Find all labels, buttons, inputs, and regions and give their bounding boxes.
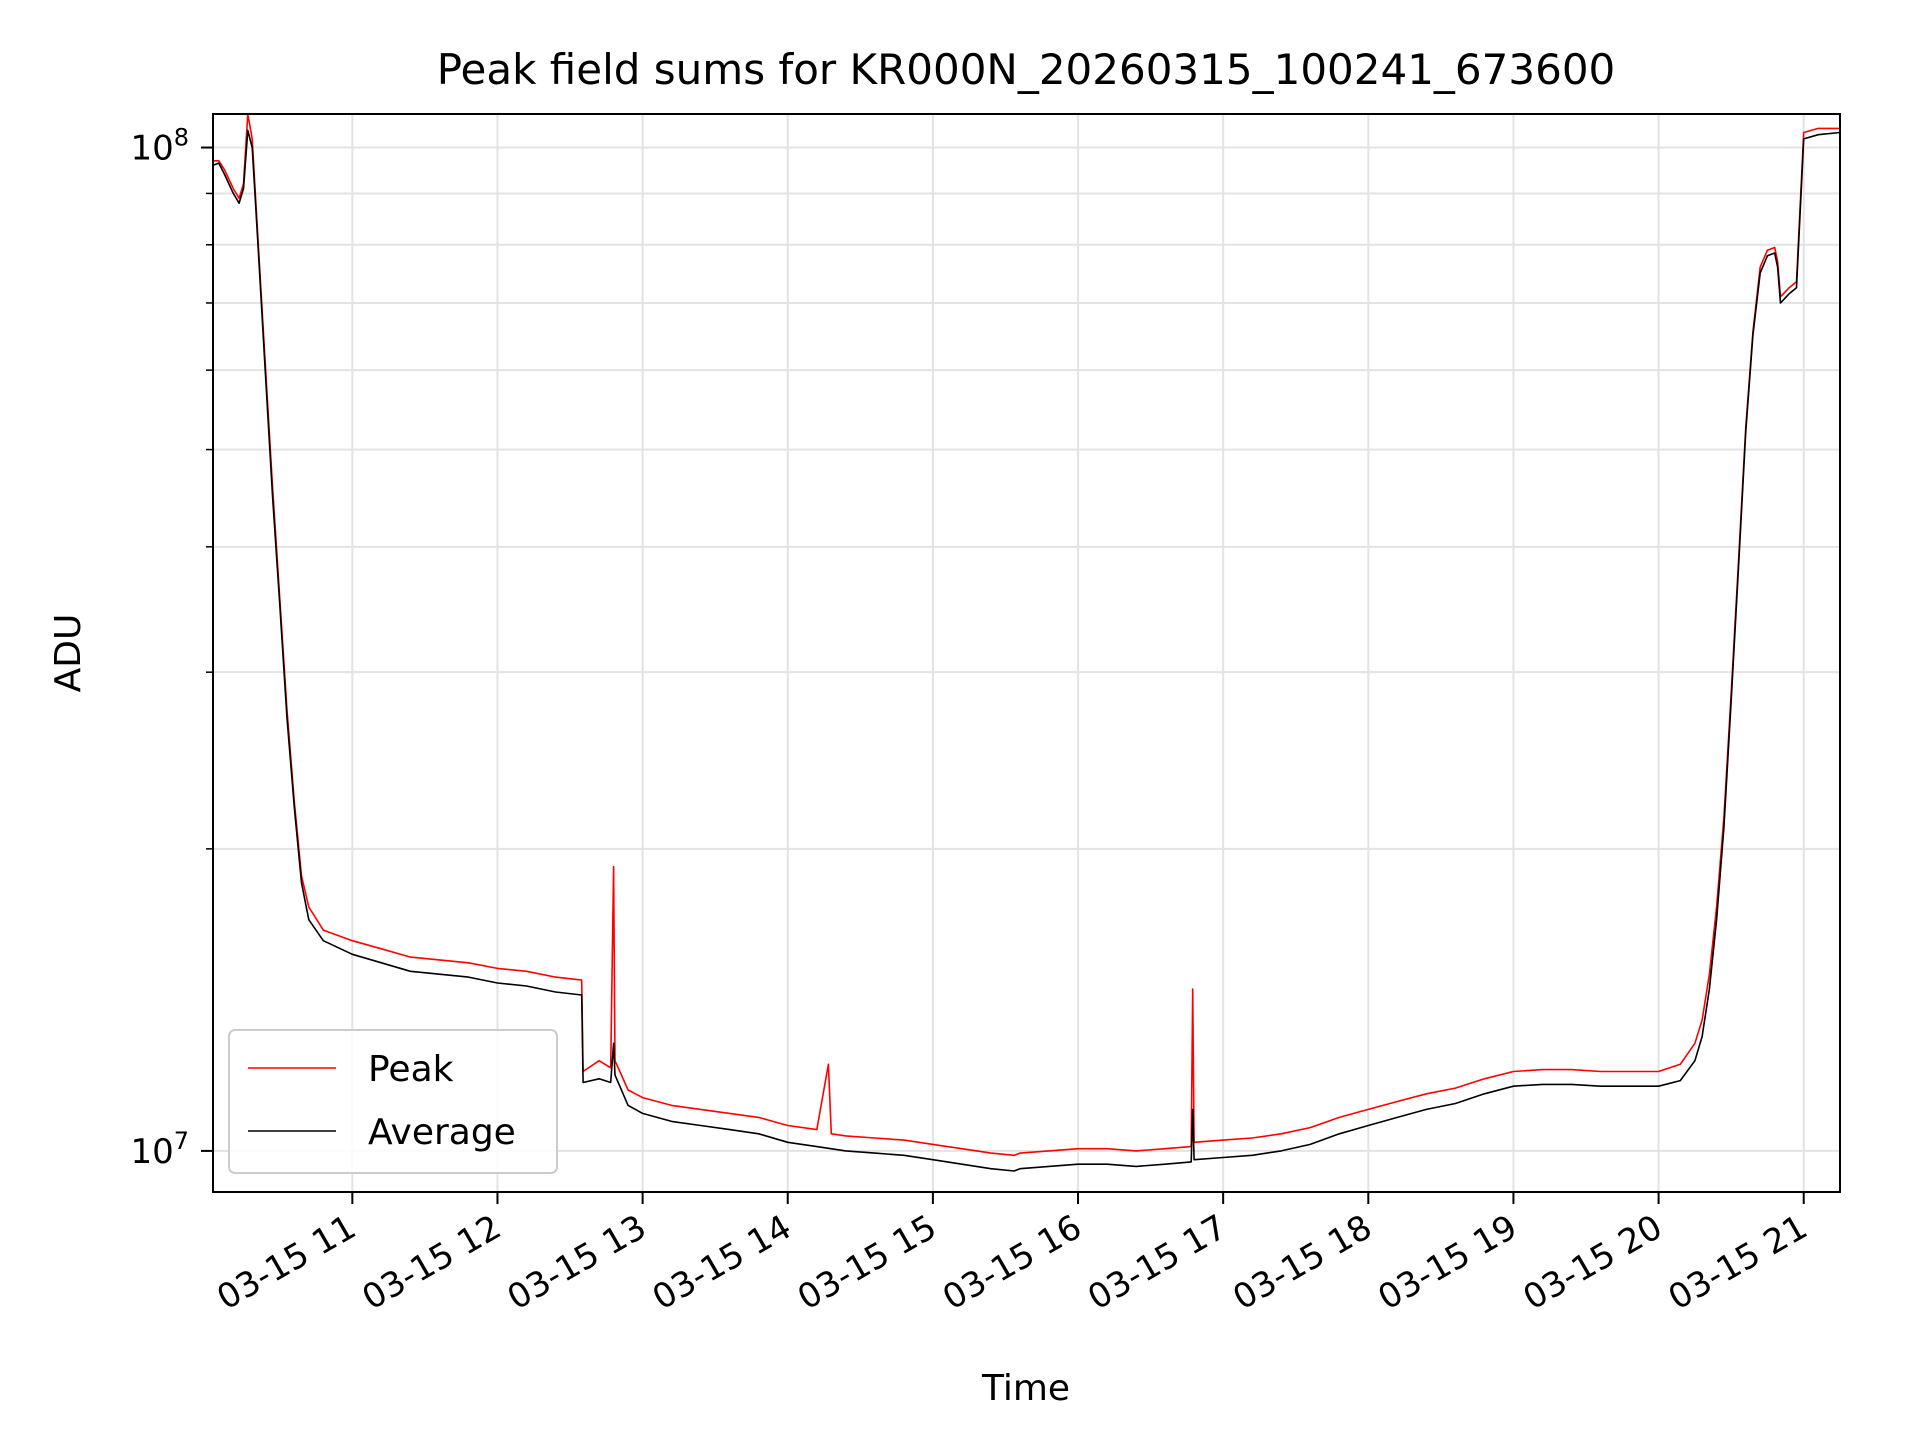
legend-average-label: Average — [368, 1112, 516, 1153]
chart-title: Peak field sums for KR000N_20260315_1002… — [437, 45, 1616, 94]
legend: Peak Average — [228, 1029, 558, 1174]
axis-ticks — [201, 146, 1805, 1204]
grid — [213, 114, 1840, 1192]
y-tick-exponent: 8 — [174, 124, 189, 152]
series-line-average — [212, 129, 1841, 1172]
y-tick-label: 107 — [130, 1127, 189, 1172]
legend-box — [228, 1029, 558, 1174]
series-layer — [212, 113, 1841, 1172]
series-line-peak — [213, 113, 1840, 1157]
y-tick-base: 10 — [130, 129, 173, 169]
y-tick-exponent: 7 — [174, 1127, 189, 1155]
legend-peak-label: Peak — [368, 1049, 454, 1090]
plot-frame — [212, 113, 1841, 1193]
x-axis-label: Time — [981, 1368, 1070, 1409]
y-tick-label: 108 — [130, 124, 189, 169]
y-axis-label: ADU — [48, 614, 89, 693]
y-tick-base: 10 — [130, 1132, 173, 1172]
